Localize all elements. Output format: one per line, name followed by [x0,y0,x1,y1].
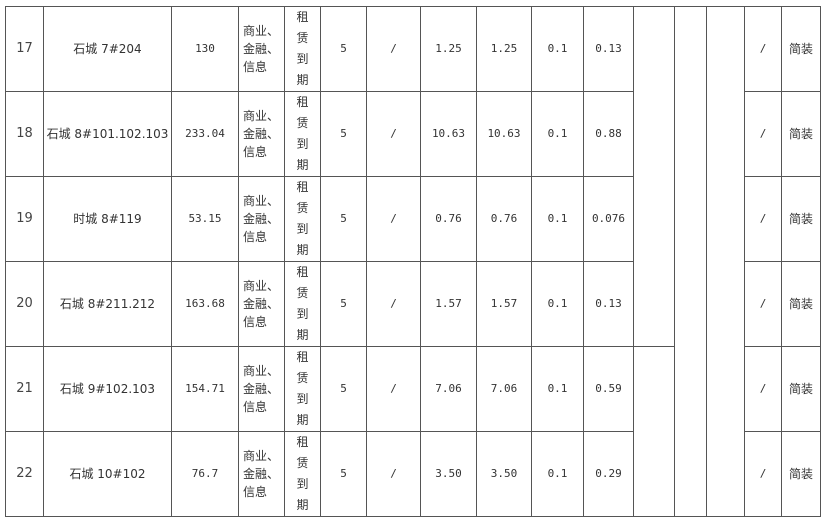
merged-cell-b [674,6,707,517]
usage: 商业、金融、信息 [238,346,285,432]
property-name: 时城 8#119 [43,176,172,262]
value-2: 7.06 [476,346,532,432]
lease-status: 租赁到期 [284,176,321,262]
row-number: 17 [5,6,44,92]
slash-cell: / [366,91,421,177]
property-name: 石城 8#101.102.103 [43,91,172,177]
value-1: 10.63 [420,91,477,177]
property-name: 石城 7#204 [43,6,172,92]
row-number: 18 [5,91,44,177]
lease-status-text: 租赁到期 [296,350,309,427]
area: 163.68 [171,261,239,347]
table-row: 19 时城 8#119 53.15 商业、金融、信息 租赁到期 5/0.76 0.76 0.1… [5,176,821,262]
decoration: 简装 [781,261,821,347]
value-4: 0.13 [583,261,634,347]
merged-cell-c [706,6,745,517]
rate: 0.1 [531,261,584,347]
value-1: 1.25 [420,6,477,92]
rate: 0.1 [531,431,584,517]
table-row: 17 石城 7#204 130 商业、金融、信息 租赁到期 5/1.25 1.25 0.1 0.… [5,6,821,517]
lease-status-text: 租赁到期 [296,95,309,172]
merged-cell-a [633,346,675,517]
row-number: 20 [5,261,44,347]
value-2: 10.63 [476,91,532,177]
rate: 0.1 [531,176,584,262]
table-row: 20 石城 8#211.212 163.68 商业、金融、信息 租赁到期 5/1.57 1.… [5,261,821,347]
area: 233.04 [171,91,239,177]
years: 5 [320,176,367,262]
lease-status: 租赁到期 [284,6,321,92]
decoration: 简装 [781,176,821,262]
value-4: 0.29 [583,431,634,517]
area: 154.71 [171,346,239,432]
slash-cell: / [366,261,421,347]
property-name: 石城 8#211.212 [43,261,172,347]
decoration: 简装 [781,6,821,92]
slash-cell: / [744,176,782,262]
value-1: 1.57 [420,261,477,347]
decoration: 简装 [781,91,821,177]
years: 5 [320,6,367,92]
usage: 商业、金融、信息 [238,176,285,262]
row-number: 22 [5,431,44,517]
area: 53.15 [171,176,239,262]
lease-status-text: 租赁到期 [296,10,309,87]
row-number: 21 [5,346,44,432]
value-4: 0.13 [583,6,634,92]
table-row: 18 石城 8#101.102.103 233.04 商业、金融、信息 租赁到期 5/10… [5,91,821,177]
property-table: 17 石城 7#204 130 商业、金融、信息 租赁到期 5/1.25 1.25 0.1 0.… [5,6,821,517]
usage: 商业、金融、信息 [238,91,285,177]
lease-status-text: 租赁到期 [296,435,309,512]
slash-cell: / [744,261,782,347]
slash-cell: / [744,6,782,92]
value-1: 3.50 [420,431,477,517]
lease-status: 租赁到期 [284,431,321,517]
value-2: 1.57 [476,261,532,347]
table-row: 21 石城 9#102.103 154.71 商业、金融、信息 租赁到期 5/7.06 7.… [5,346,821,517]
decoration: 简装 [781,346,821,432]
value-2: 0.76 [476,176,532,262]
property-name: 石城 9#102.103 [43,346,172,432]
value-4: 0.076 [583,176,634,262]
slash-cell: / [744,346,782,432]
decoration: 简装 [781,431,821,517]
years: 5 [320,431,367,517]
lease-status: 租赁到期 [284,91,321,177]
slash-cell: / [744,91,782,177]
slash-cell: / [366,431,421,517]
lease-status-text: 租赁到期 [296,265,309,342]
years: 5 [320,261,367,347]
merged-cell-a [633,6,675,347]
lease-status-text: 租赁到期 [296,180,309,257]
usage: 商业、金融、信息 [238,6,285,92]
slash-cell: / [744,431,782,517]
years: 5 [320,346,367,432]
value-4: 0.59 [583,346,634,432]
property-name: 石城 10#102 [43,431,172,517]
slash-cell: / [366,346,421,432]
slash-cell: / [366,176,421,262]
value-2: 3.50 [476,431,532,517]
value-4: 0.88 [583,91,634,177]
area: 130 [171,6,239,92]
rate: 0.1 [531,6,584,92]
lease-status: 租赁到期 [284,346,321,432]
rate: 0.1 [531,346,584,432]
row-number: 19 [5,176,44,262]
table-row: 22 石城 10#102 76.7 商业、金融、信息 租赁到期 5/3.50 3.50 0.1… [5,431,821,517]
slash-cell: / [366,6,421,92]
value-2: 1.25 [476,6,532,92]
usage: 商业、金融、信息 [238,261,285,347]
value-1: 7.06 [420,346,477,432]
usage: 商业、金融、信息 [238,431,285,517]
rate: 0.1 [531,91,584,177]
value-1: 0.76 [420,176,477,262]
years: 5 [320,91,367,177]
area: 76.7 [171,431,239,517]
lease-status: 租赁到期 [284,261,321,347]
